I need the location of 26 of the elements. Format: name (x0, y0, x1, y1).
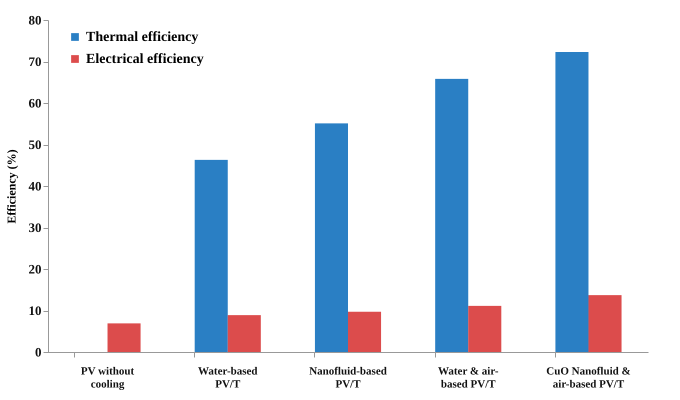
y-tick-label: 0 (35, 344, 42, 360)
x-tick-label: CuO Nanofluid & air-based PV/T (546, 366, 631, 390)
bar (468, 306, 502, 352)
x-tick-label: Nanofluid-based PV/T (309, 366, 387, 390)
y-tick-label: 20 (28, 262, 42, 276)
y-tick-label: 40 (28, 178, 42, 194)
x-tick-label: PV without cooling (80, 366, 134, 390)
y-tick-label: 60 (28, 96, 42, 110)
y-axis-title: Efficiency (%) (4, 149, 18, 224)
y-tick-label: 80 (28, 12, 42, 28)
bar (555, 52, 588, 352)
legend-label: Electrical efficiency (86, 52, 204, 67)
x-tick-label: Water-based PV/T (198, 366, 258, 390)
x-tick-label: Water & air- based PV/T (438, 366, 499, 390)
legend-label: Thermal efficiency (86, 30, 198, 45)
bar (435, 78, 468, 352)
bar (588, 295, 622, 352)
bar (314, 123, 348, 352)
bar (108, 323, 141, 352)
y-tick-label: 10 (28, 303, 42, 318)
bar (228, 315, 261, 352)
y-tick-label: 30 (28, 220, 42, 235)
y-tick-label: 70 (28, 54, 42, 69)
y-tick-label: 50 (28, 137, 42, 152)
bar (194, 160, 228, 352)
bar (348, 312, 382, 352)
